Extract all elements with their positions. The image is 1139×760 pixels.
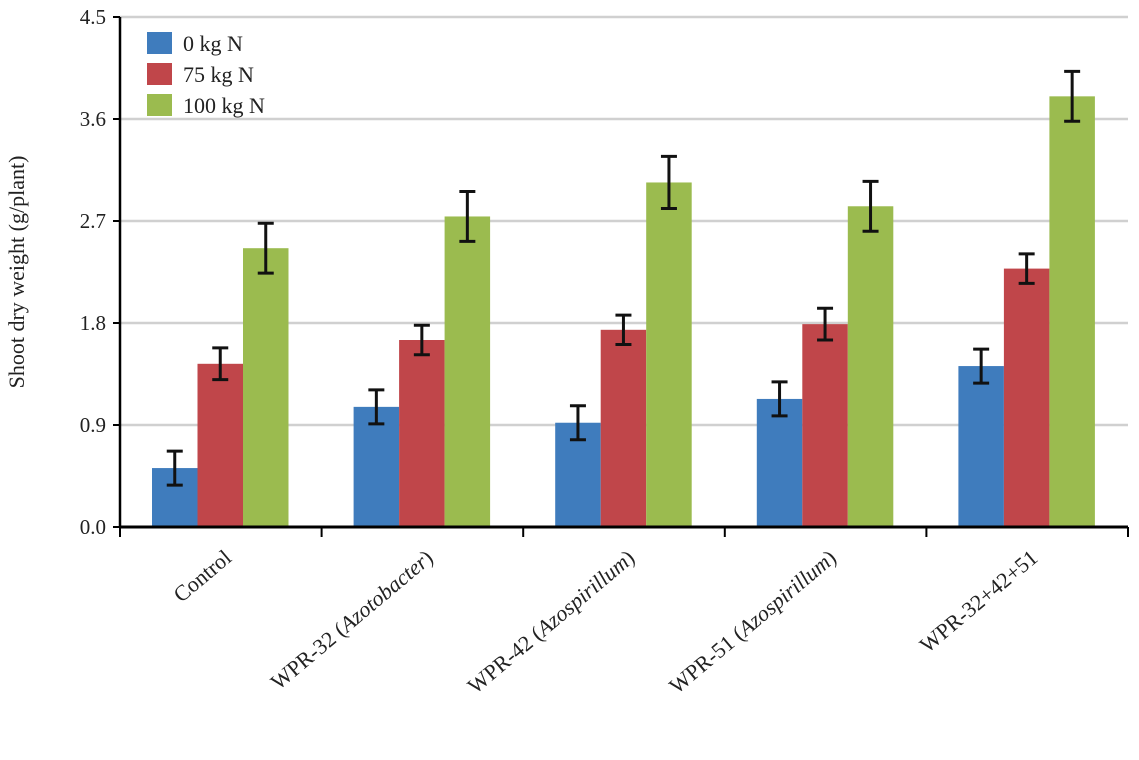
x-tick-label: Control <box>168 545 236 607</box>
error-bar <box>368 388 385 426</box>
error-bar <box>413 323 430 357</box>
bar <box>399 340 445 527</box>
y-tick-label: 0.0 <box>80 515 106 539</box>
x-label-prefix: Control <box>168 545 236 607</box>
error-bar <box>973 347 990 385</box>
legend-item: 0 kg N <box>147 31 243 56</box>
legend: 0 kg N 75 kg N 100 kg N <box>147 31 265 118</box>
bar <box>847 206 894 527</box>
error-bar <box>771 380 788 418</box>
legend-item: 75 kg N <box>147 62 254 87</box>
error-bar <box>459 190 476 243</box>
error-bar <box>1064 69 1081 123</box>
x-label-prefix: WPR-51 ( <box>664 622 749 699</box>
y-tick-label: 4.5 <box>80 5 106 29</box>
bars <box>152 96 1095 527</box>
y-tick-labels: 0.0 0.9 1.8 2.7 3.6 4.5 <box>80 5 106 539</box>
x-label-italic: Azospirillum <box>530 549 634 642</box>
bar <box>444 216 491 527</box>
error-bar <box>1018 252 1035 285</box>
bar <box>756 398 803 527</box>
bar <box>802 324 848 527</box>
legend-swatch <box>147 63 172 85</box>
x-label-prefix: WPR-42 ( <box>463 622 548 699</box>
error-bar <box>660 154 677 211</box>
y-tick-label: 2.7 <box>80 209 106 233</box>
bar <box>197 363 243 527</box>
error-bar <box>212 346 229 382</box>
x-label-prefix: WPR-32+42+51 <box>915 545 1043 658</box>
y-tick-label: 1.8 <box>80 311 106 335</box>
error-bar <box>615 313 632 347</box>
legend-label: 100 kg N <box>183 93 265 118</box>
y-tick-label: 0.9 <box>80 413 106 437</box>
bar <box>353 406 400 527</box>
error-bar <box>862 179 879 233</box>
x-tick-label: WPR-32 (Azotobacter) <box>266 545 438 695</box>
x-tick-label: WPR-32+42+51 <box>915 545 1043 658</box>
error-bar <box>569 404 586 442</box>
legend-label: 75 kg N <box>183 62 254 87</box>
bar <box>958 366 1004 527</box>
error-bar <box>817 306 834 342</box>
y-tick-label: 3.6 <box>80 107 106 131</box>
legend-label: 0 kg N <box>183 31 243 56</box>
axes <box>118 17 1129 537</box>
bar <box>243 248 289 527</box>
error-bar <box>166 449 183 487</box>
legend-swatch <box>147 94 172 116</box>
x-label-italic: Azospirillum <box>731 549 835 642</box>
bar <box>1049 96 1095 527</box>
x-tick-label: WPR-42 (Azospirillum) <box>463 545 640 699</box>
legend-swatch <box>147 32 172 54</box>
bar <box>600 329 647 527</box>
legend-item: 100 kg N <box>147 93 265 118</box>
x-label-italic: Azotobacter <box>333 549 432 638</box>
x-tick-label: WPR-51 (Azospirillum) <box>664 545 841 699</box>
y-axis-label: Shoot dry weight (g/plant) <box>4 156 29 389</box>
bar <box>646 182 692 527</box>
error-bar <box>257 221 274 275</box>
x-label-prefix: WPR-32 ( <box>266 618 351 695</box>
bar <box>1003 268 1050 527</box>
error-bars <box>166 69 1081 487</box>
